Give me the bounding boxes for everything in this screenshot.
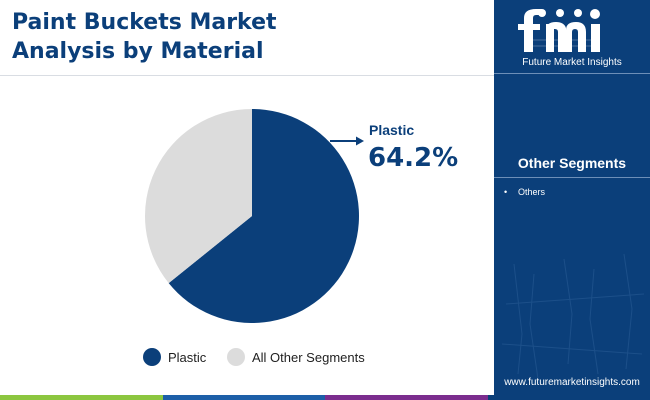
chart-title: Paint Buckets Market Analysis by Materia…	[12, 10, 277, 64]
bottom-bar-green	[0, 395, 163, 400]
callout-arrowhead	[356, 136, 364, 146]
brand-name: Future Market Insights	[522, 57, 622, 68]
bottom-color-bar	[0, 395, 650, 400]
other-segments-item-label: Others	[518, 187, 546, 197]
bottom-bar-blue	[162, 395, 325, 400]
legend-item-other: All Other Segments	[227, 348, 365, 366]
legend-label-other: All Other Segments	[252, 349, 365, 365]
other-segments-list: • Others	[504, 186, 545, 199]
pie-chart: Plastic 64.2%	[144, 109, 458, 323]
bullet-icon: •	[504, 187, 508, 197]
callout-value: 64.2%	[368, 143, 458, 173]
legend-swatch-plastic	[143, 348, 161, 366]
pie-slice-all-other-segments	[144, 109, 252, 284]
title-divider	[0, 75, 494, 76]
plastic-callout: Plastic 64.2%	[330, 122, 458, 173]
sidebar: Future Market Insights Other Segments • O…	[494, 0, 650, 395]
chart-legend: Plastic All Other Segments	[0, 348, 494, 372]
chart-panel: Paint Buckets Market Analysis by Materia…	[0, 10, 494, 372]
fmi-logo-icon	[518, 9, 600, 52]
sidebar-texture	[501, 253, 645, 380]
other-segments-item: • Others	[504, 186, 545, 199]
callout-label: Plastic	[369, 122, 414, 138]
brand-logo: Future Market Insights	[494, 0, 650, 73]
bottom-bar-purple	[325, 395, 488, 400]
sidebar-divider	[494, 73, 650, 74]
legend-item-plastic: Plastic	[143, 348, 206, 366]
other-segments-heading: Other Segments	[517, 155, 627, 171]
other-segments-divider	[494, 177, 650, 178]
pie-slice-plastic	[168, 109, 359, 323]
legend-label-plastic: Plastic	[168, 349, 207, 365]
website-url: www.futuremarketinsights.com	[504, 377, 640, 388]
bottom-bar-navy	[487, 395, 650, 400]
legend-swatch-other	[227, 348, 245, 366]
